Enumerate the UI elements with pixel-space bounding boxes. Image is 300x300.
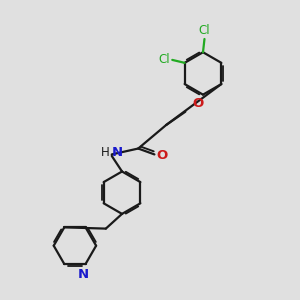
Text: H: H: [100, 146, 109, 159]
Text: N: N: [111, 146, 123, 159]
Text: O: O: [193, 97, 204, 110]
Text: Cl: Cl: [158, 53, 170, 66]
Text: Cl: Cl: [199, 24, 210, 37]
Text: O: O: [157, 149, 168, 162]
Text: N: N: [78, 268, 89, 281]
